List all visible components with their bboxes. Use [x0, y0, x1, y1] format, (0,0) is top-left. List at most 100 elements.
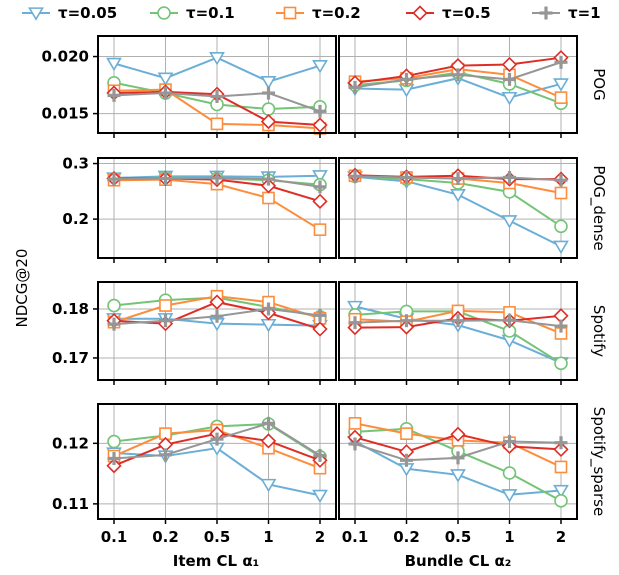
data-point — [554, 91, 568, 104]
data-point — [400, 314, 413, 328]
y-tick-label: 0.3 — [62, 155, 89, 173]
data-point — [400, 170, 413, 184]
data-point — [262, 172, 275, 186]
data-point — [503, 72, 516, 86]
legend-entry: τ=0.05 — [22, 4, 117, 22]
data-point — [553, 484, 569, 499]
legend-marker — [283, 6, 297, 20]
data-point — [348, 80, 362, 94]
data-point — [159, 314, 172, 328]
legend-marker — [412, 5, 428, 21]
panel-Spotify_sparse-2: 0.1 0.2 0.5 1 2 — [338, 403, 578, 546]
x-tick-label: 0.1 — [101, 528, 128, 546]
data-point — [501, 56, 518, 73]
panel-POG-1: 0.015 0.020 — [42, 35, 337, 138]
data-point — [262, 191, 275, 205]
legend-entry: τ=0.5 — [406, 4, 491, 22]
data-point — [260, 178, 277, 194]
data-point — [553, 441, 569, 458]
data-point — [450, 426, 466, 442]
data-point — [554, 436, 568, 450]
row-label-Spotify: Spotify — [590, 305, 608, 357]
data-point — [554, 356, 568, 371]
legend-label: τ=0.05 — [58, 4, 117, 22]
data-point — [106, 458, 122, 474]
data-point — [209, 294, 225, 310]
data-point — [312, 170, 328, 184]
data-point — [554, 219, 568, 234]
data-point — [451, 314, 465, 328]
data-point — [107, 317, 121, 331]
data-point — [261, 102, 276, 116]
data-point — [210, 89, 224, 103]
data-point — [159, 86, 172, 100]
y-tick-label: 0.015 — [42, 105, 89, 123]
data-point — [159, 299, 172, 312]
legend-marker — [157, 6, 171, 20]
data-point — [107, 88, 121, 102]
data-point — [451, 68, 465, 82]
x-tick-label: 1 — [263, 528, 273, 546]
data-point — [450, 188, 466, 203]
data-point — [210, 432, 224, 446]
x-tick-label: 0.2 — [393, 528, 420, 546]
x-tick-label: 0.2 — [152, 528, 179, 546]
data-point — [501, 489, 518, 503]
data-point — [312, 117, 328, 133]
data-point — [348, 417, 362, 430]
legend-label: τ=1 — [568, 4, 601, 22]
data-point — [554, 319, 568, 333]
data-point — [312, 321, 328, 337]
data-point — [313, 308, 327, 322]
panel-POG_dense-2 — [338, 157, 578, 263]
y-tick-label: 0.2 — [62, 210, 89, 228]
x-tick-label: 0.5 — [445, 528, 472, 546]
data-point — [312, 193, 328, 209]
data-point — [451, 451, 465, 465]
data-point — [450, 469, 466, 483]
data-point — [312, 59, 328, 74]
data-point — [107, 298, 121, 313]
data-point — [260, 478, 277, 493]
data-point — [209, 52, 225, 66]
data-point — [159, 172, 172, 186]
y-axis-label: NDCG@20 — [13, 249, 31, 328]
panel-POG-2 — [338, 35, 578, 138]
data-point — [451, 172, 465, 186]
y-tick-label: 0.11 — [52, 495, 89, 513]
data-point — [312, 489, 328, 504]
data-point — [107, 172, 121, 186]
data-point — [347, 300, 363, 315]
data-point — [313, 180, 327, 194]
legend-marker — [28, 7, 44, 21]
data-point — [400, 72, 413, 86]
y-tick-label: 0.020 — [42, 48, 89, 66]
legend-entry: τ=0.2 — [276, 4, 361, 22]
row-label-POG: POG — [590, 68, 608, 100]
data-point — [554, 173, 568, 187]
x-tick-label: 2 — [556, 528, 566, 546]
x-tick-label: 2 — [315, 528, 325, 546]
data-point — [554, 494, 568, 508]
data-point — [400, 427, 413, 440]
data-point — [313, 104, 327, 118]
data-point — [262, 86, 275, 100]
data-point — [106, 57, 122, 72]
data-point — [107, 434, 121, 449]
data-point — [107, 451, 121, 465]
legend-entry: τ=0.1 — [150, 4, 235, 22]
data-point — [501, 215, 518, 229]
row-label-POG_dense: POG_dense — [589, 165, 608, 250]
data-point — [348, 169, 362, 183]
data-point — [503, 435, 516, 449]
data-point — [262, 416, 275, 430]
data-point — [553, 78, 569, 92]
data-point — [553, 240, 569, 255]
y-tick-label: 0.17 — [52, 349, 89, 367]
legend: τ=0.05 τ=0.1 τ=0.2 τ=0.5 τ=1 — [22, 4, 601, 22]
data-point — [260, 433, 277, 449]
x-tick-label: 0.5 — [204, 528, 231, 546]
data-point — [260, 75, 277, 90]
y-tick-label: 0.12 — [52, 434, 89, 452]
